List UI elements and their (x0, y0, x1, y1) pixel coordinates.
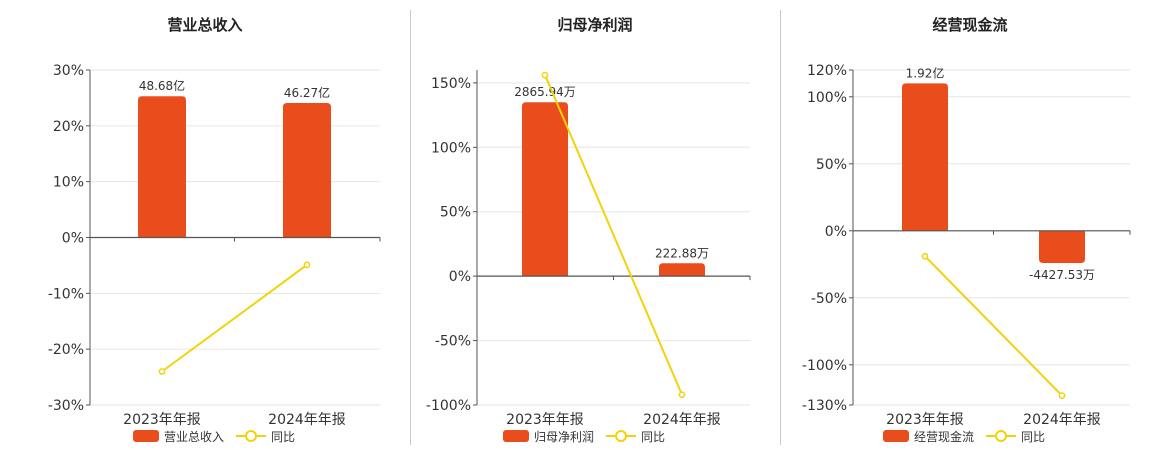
x-tick-label: 2023年年报 (886, 412, 964, 428)
yoy-point (678, 391, 686, 399)
chart-title: 经营现金流 (932, 16, 1008, 34)
chart-cash-flow: 120% 100% 50% 0% -50% -100% -130% 1.92亿 -4427.53… (802, 63, 1131, 428)
x-tick-label: 2024年年报 (268, 412, 346, 428)
bar (283, 102, 331, 238)
yoy-point (158, 368, 166, 375)
bar-data-label: 46.27亿 (284, 85, 330, 100)
yoy-point (541, 71, 549, 79)
bar-data-label: 222.88万 (655, 246, 709, 260)
panel-divider (410, 10, 411, 445)
bar (902, 83, 948, 231)
legend-bar-swatch (133, 430, 159, 442)
bar (659, 263, 705, 277)
bar-data-label: 1.92亿 (906, 65, 945, 80)
y-tick-label: 0% (825, 224, 847, 240)
bar-data-label: 48.68亿 (139, 78, 185, 93)
y-tick-label: 10% (53, 175, 84, 191)
y-tick-label: -50% (811, 291, 847, 307)
y-tick-label: -100% (426, 398, 471, 414)
legend-bar-label[interactable]: 营业总收入 (164, 429, 225, 444)
x-tick-label: 2023年年报 (506, 412, 584, 428)
bar (138, 96, 186, 238)
bar (1039, 230, 1085, 263)
legend-bar-swatch (503, 430, 529, 442)
y-tick-label: 50% (440, 205, 471, 221)
legend-bar-label[interactable]: 归母净利润 (534, 429, 595, 444)
legend: 经营现金流 同比 (883, 428, 1045, 444)
legend-line-swatch (606, 430, 637, 442)
chart-panel-revenue: 营业总收入 30% 20% 10% 0% -10% -20% -30% 48.68亿 46.27… (0, 0, 410, 450)
yoy-point (921, 252, 929, 260)
x-tick-label: 2023年年报 (123, 412, 201, 428)
y-tick-label: -10% (48, 286, 84, 302)
y-tick-label: 0% (449, 269, 471, 285)
y-tick-label: -100% (802, 358, 847, 374)
yoy-line (924, 255, 1063, 397)
x-tick-label: 2024年年报 (1023, 412, 1101, 428)
bar-data-label: -4427.53万 (1029, 268, 1095, 282)
y-tick-label: -50% (435, 334, 471, 350)
y-tick-label: 100% (431, 140, 471, 156)
legend-line-label[interactable]: 同比 (271, 429, 296, 444)
y-tick-label: 0% (62, 231, 84, 247)
y-tick-label: 100% (807, 90, 847, 106)
legend-line-label[interactable]: 同比 (641, 429, 666, 444)
legend-bar-label[interactable]: 经营现金流 (914, 429, 975, 444)
legend-line-swatch (986, 430, 1017, 442)
legend: 营业总收入 同比 (133, 428, 295, 444)
y-tick-label: 120% (807, 63, 847, 79)
legend: 归母净利润 同比 (503, 428, 665, 444)
chart-title: 营业总收入 (167, 16, 243, 34)
chart-title: 归母净利润 (557, 16, 633, 34)
y-tick-label: -20% (48, 342, 84, 358)
legend-line-label[interactable]: 同比 (1021, 429, 1046, 444)
chart-net-profit: 150% 100% 50% 0% -50% -100% 2865.94万 222.88万 202… (426, 70, 751, 428)
legend-line-swatch (236, 430, 267, 442)
y-tick-label: 150% (431, 76, 471, 92)
legend-bar-swatch (883, 430, 909, 442)
x-tick-label: 2024年年报 (643, 412, 721, 428)
yoy-line (544, 74, 683, 396)
y-tick-label: 50% (816, 157, 847, 173)
yoy-line (161, 264, 308, 373)
bar-data-label: 2865.94万 (514, 85, 576, 99)
y-tick-label: -130% (802, 398, 847, 414)
y-tick-label: 20% (53, 119, 84, 135)
chart-panel-net-profit: 归母净利润 150% 100% 50% 0% -50% -100% 2865.94万 222.… (410, 0, 780, 450)
y-tick-label: 30% (53, 63, 84, 79)
bar (522, 102, 568, 277)
chart-panel-cash-flow: 经营现金流 120% 100% 50% 0% -50% -100% -130% 1.92亿 -4… (780, 0, 1160, 450)
panel-divider (780, 10, 781, 445)
y-tick-label: -30% (48, 398, 84, 414)
chart-revenue: 30% 20% 10% 0% -10% -20% -30% 48.68亿 46.27亿 2023年… (48, 63, 381, 428)
yoy-point (1058, 392, 1066, 399)
yoy-point (303, 261, 311, 269)
